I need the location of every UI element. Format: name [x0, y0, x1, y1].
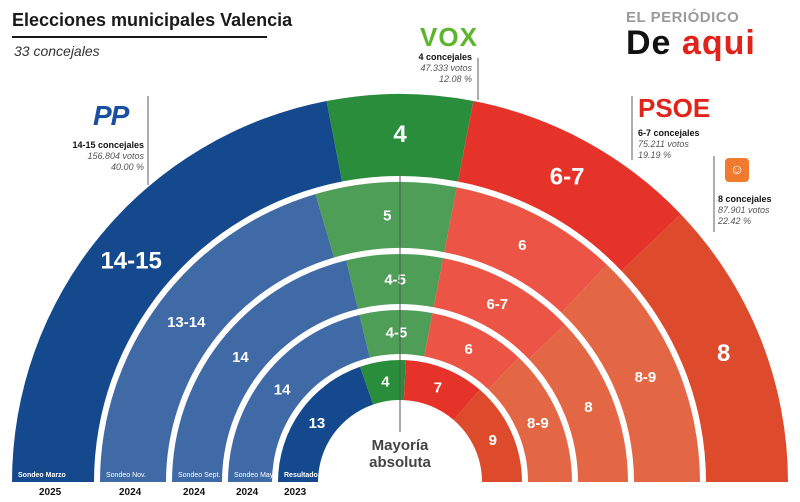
ring-1-round-label: Sondeo Nov.: [106, 472, 146, 479]
ring-1-year-label: 2024: [119, 487, 142, 498]
majority-label: Mayoría absoluta: [345, 437, 455, 471]
ring-1-segment-vox: [315, 181, 457, 258]
ring-2-label-pp: 14: [232, 349, 249, 366]
ring-4-label-vox: 4: [381, 373, 390, 390]
ring-3-segment-psoe: [424, 313, 519, 390]
psoe-votes: 75.211 votos: [638, 139, 689, 149]
chart-subtitle: 33 concejales: [14, 43, 100, 59]
ring-0-year-label: 2025: [39, 487, 62, 498]
vox-logo-icon: VOX: [420, 22, 478, 52]
ring-3-segment-pp: [228, 314, 370, 482]
pp-info: 14-15 concejales 156.804 votos 40.00 %: [64, 140, 144, 173]
ring-3-label-pp: 14: [274, 382, 291, 399]
ring-1-label-vox: 5: [383, 208, 391, 225]
ring-2-year-label: 2024: [183, 487, 206, 498]
ring-1-label-pp: 13-14: [167, 314, 206, 331]
ring-0-label-vox: 4: [393, 121, 407, 148]
ring-1-label-compromís: 8-9: [635, 369, 657, 386]
brand-bottom-b: aqui: [681, 24, 756, 62]
ring-4-segment-pp: [278, 366, 374, 482]
ring-4-year-label: 2023: [284, 487, 307, 498]
brand-bottom-text: De aqui: [626, 26, 786, 60]
title-underline: [12, 36, 267, 38]
vox-seats: 4 concejales: [418, 52, 472, 62]
compromis-seats: 8 concejales: [718, 194, 772, 204]
pp-seats: 14-15 concejales: [72, 140, 144, 150]
psoe-logo-icon: PSOE: [638, 93, 711, 123]
psoe-info: 6-7 concejales 75.211 votos 19.19 %: [638, 128, 718, 161]
ring-4-segment-compromís: [453, 389, 522, 482]
brand-logo: EL PERIÓDICO De aqui: [626, 9, 786, 61]
vox-pct: 12.08 %: [438, 74, 472, 84]
majority-label-line1: Mayoría: [371, 437, 429, 454]
ring-3-label-compromís: 8-9: [527, 415, 549, 432]
psoe-pct: 19.19 %: [638, 150, 672, 160]
majority-label-line2: absoluta: [369, 454, 431, 471]
compromis-votes: 87.901 votos: [718, 205, 770, 215]
ring-4-segment-vox: [360, 360, 406, 405]
ring-0-segment-compromís: [621, 214, 788, 483]
ring-3-round-label: Sondeo May.: [234, 472, 275, 479]
ring-4-segment-psoe: [403, 360, 480, 421]
chart-title: Elecciones municipales Valencia: [12, 10, 293, 30]
ring-4-label-psoe: 7: [434, 380, 442, 397]
ring-2-label-psoe: 6-7: [486, 296, 508, 313]
vox-info: 4 concejales 47.333 votos 12.08 %: [400, 52, 472, 85]
ring-1-segment-psoe: [444, 187, 608, 313]
ring-3-segment-compromís: [488, 357, 572, 482]
compromis-logo-icon: ☺: [725, 158, 749, 182]
ring-4-label-pp: 13: [309, 415, 326, 432]
ring-1-label-psoe: 6: [518, 237, 526, 254]
ring-1-segment-compromís: [561, 264, 700, 482]
ring-2-label-vox: 4-5: [384, 271, 406, 288]
ring-2-round-label: Sondeo Sept.: [178, 472, 221, 479]
ring-3-label-vox: 4-5: [386, 324, 408, 341]
brand-bottom-a: De: [626, 24, 682, 62]
ring-0-round-label: Sondeo Marzo: [18, 472, 66, 479]
ring-3-year-label: 2024: [236, 487, 259, 498]
ring-0-segment-vox: [326, 94, 474, 182]
ring-1-segment-pp: [100, 194, 335, 483]
vox-votes: 47.333 votos: [420, 63, 472, 73]
ring-2-segment-psoe: [433, 258, 566, 360]
ring-0-segment-pp: [12, 101, 343, 483]
pp-votes: 156.804 votos: [87, 151, 144, 161]
pp-pct: 40.00 %: [110, 162, 144, 172]
compromis-info: 8 concejales 87.901 votos 22.42 %: [718, 194, 798, 227]
ring-0-label-compromís: 8: [717, 340, 730, 367]
ring-2-segment-pp: [172, 260, 359, 482]
ring-0-label-pp: 14-15: [100, 247, 161, 274]
psoe-seats: 6-7 concejales: [638, 128, 700, 138]
ring-0-label-psoe: 6-7: [550, 163, 585, 190]
ring-3-segment-vox: [359, 310, 433, 358]
ring-4-label-compromís: 9: [489, 432, 497, 449]
pp-logo-icon: PP: [93, 100, 129, 131]
ring-2-label-compromís: 8: [584, 399, 592, 416]
brand-top-text: EL PERIÓDICO: [626, 9, 740, 26]
compromis-pct: 22.42 %: [718, 216, 752, 226]
ring-3-label-psoe: 6: [465, 341, 473, 358]
ring-4-round-label: Resultado: [284, 472, 318, 479]
ring-0-segment-psoe: [457, 101, 681, 271]
ring-2-segment-compromís: [528, 324, 628, 482]
ring-2-segment-vox: [346, 254, 444, 310]
